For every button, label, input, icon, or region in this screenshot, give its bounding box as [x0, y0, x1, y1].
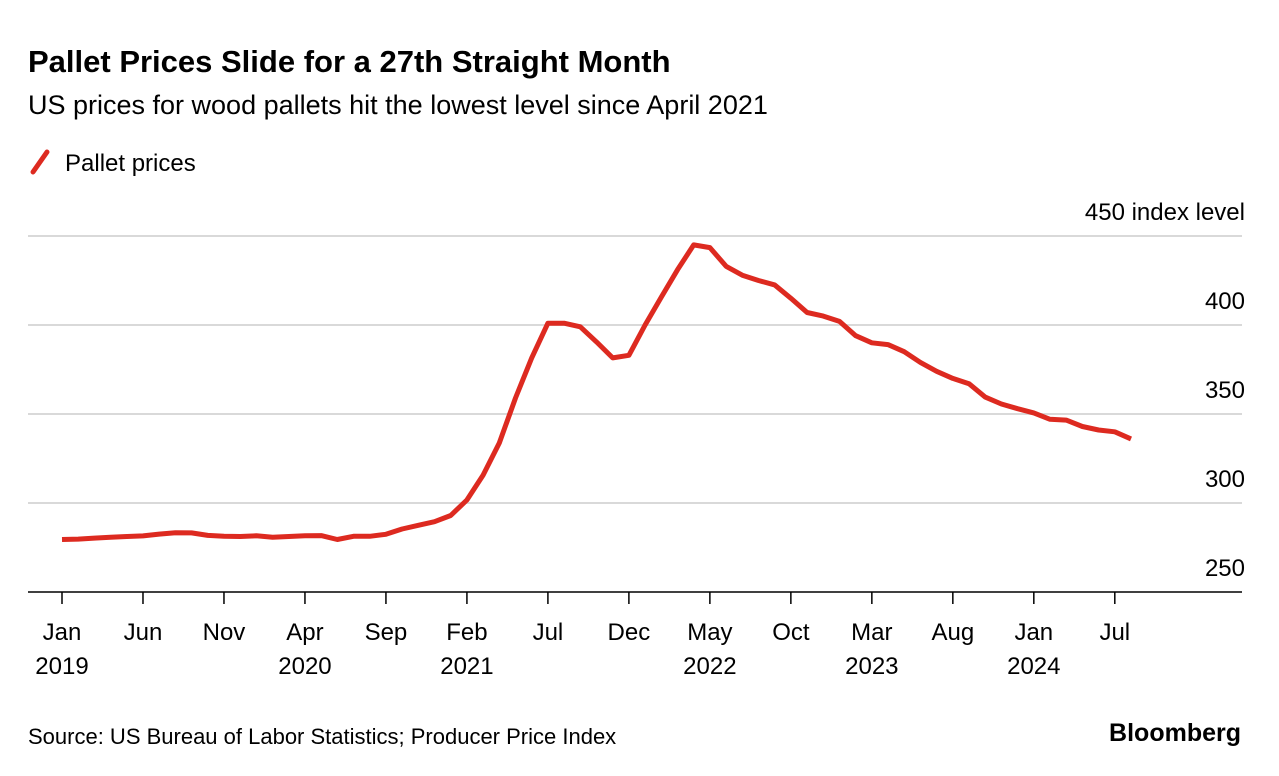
x-tick-label: Jan: [43, 619, 82, 646]
y-tick-label: 450 index level: [1085, 199, 1245, 226]
x-tick-label: Mar: [851, 619, 892, 646]
x-tick-label: Nov: [203, 619, 246, 646]
x-tick-label: Jul: [533, 619, 564, 646]
bloomberg-logo: Bloomberg: [1109, 719, 1241, 747]
x-tick-year-label: 2022: [683, 653, 736, 680]
x-tick-label: Feb: [446, 619, 487, 646]
x-tick-year-label: 2024: [1007, 653, 1060, 680]
y-tick-label: 250: [1205, 555, 1245, 582]
x-tick-year-label: 2021: [440, 653, 493, 680]
legend-label: Pallet prices: [65, 150, 196, 177]
x-tick-year-label: 2019: [35, 653, 88, 680]
series-line: [61, 242, 1133, 542]
gridlines: [28, 235, 1242, 504]
y-tick-label: 300: [1205, 466, 1245, 493]
chart-subtitle: US prices for wood pallets hit the lowes…: [28, 90, 768, 120]
x-axis: Jan 2019 Jun Nov Apr 2020 Sep Feb 2021 Jul Dec May 2…: [28, 591, 1242, 680]
x-tick-label: Jul: [1099, 619, 1130, 646]
x-tick-label: Jun: [124, 619, 163, 646]
chart-title: Pallet Prices Slide for a 27th Straight …: [28, 44, 671, 79]
x-tick-label: Apr: [286, 619, 323, 646]
x-tick-label: Jan: [1014, 619, 1053, 646]
source-note: Source: US Bureau of Labor Statistics; P…: [28, 724, 616, 749]
y-axis-labels: 250 300 350 400 450 index level: [1085, 199, 1245, 582]
y-tick-label: 350: [1205, 377, 1245, 404]
x-tick-label: Oct: [772, 619, 810, 646]
x-tick-label: Aug: [931, 619, 974, 646]
x-tick-year-label: 2020: [278, 653, 331, 680]
y-tick-label: 400: [1205, 288, 1245, 315]
series-pallet-prices: [61, 242, 1133, 542]
x-tick-label: May: [687, 619, 732, 646]
x-tick-label: Sep: [365, 619, 408, 646]
x-tick-label: Dec: [608, 619, 651, 646]
x-tick-year-label: 2023: [845, 653, 898, 680]
legend: Pallet prices: [30, 149, 196, 177]
legend-swatch-icon: [30, 149, 50, 175]
